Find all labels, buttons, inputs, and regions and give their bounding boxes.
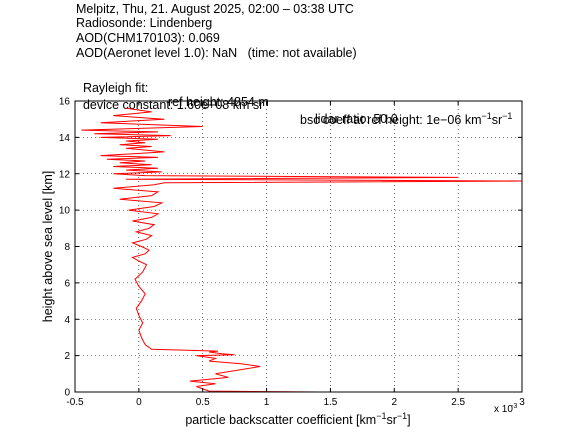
y-tick-label: 10 xyxy=(59,206,71,217)
x-tick-label: 0.5 xyxy=(196,397,210,408)
y-tick-label: 4 xyxy=(64,315,70,326)
x-tick-label: 2.5 xyxy=(451,397,465,408)
y-tick-label: 14 xyxy=(59,133,71,144)
x-tick-label: 3 xyxy=(519,397,525,408)
x-tick-label: 1 xyxy=(264,397,270,408)
y-tick-label: 0 xyxy=(64,388,70,399)
x-multiplier: x 10 xyxy=(494,404,513,415)
backscatter-profile-line xyxy=(81,107,523,393)
x-tick-label: -0.5 xyxy=(66,397,84,408)
bsc-units-sr: sr xyxy=(491,113,503,128)
x-tick-label: 2 xyxy=(392,397,398,408)
bsc-units-sup1: −1 xyxy=(481,111,492,121)
bsc-coeff: bsc coeff at ref height: 1e−06 km−1sr−1 xyxy=(300,109,512,127)
title-line-3: AOD(CHM170103): 0.069 xyxy=(76,31,220,45)
lidar-ratio: lidar ratio: 50.0 xyxy=(315,112,398,126)
y-tick-label: 6 xyxy=(64,278,70,289)
x-tick-label: 0 xyxy=(136,397,142,408)
y-tick-label: 12 xyxy=(59,169,71,180)
title-line-2: Radiosonde: Lindenberg xyxy=(76,16,213,30)
ref-height: ref height: 4854 m xyxy=(168,95,269,109)
bsc-units-sup2: −1 xyxy=(502,111,513,121)
rayleigh-label: Rayleigh fit: xyxy=(82,81,149,95)
y-tick-label: 16 xyxy=(59,97,71,108)
x-tick-label: 1.5 xyxy=(323,397,337,408)
x-multiplier-exp: -3 xyxy=(511,403,517,410)
rayleigh-fit-line: Rayleigh fit: ref height: 4854 m bsc coe… xyxy=(76,67,512,127)
x-axis-label: particle backscatter coefficient [km−1sr… xyxy=(185,411,410,427)
y-tick-label: 8 xyxy=(64,242,70,253)
y-axis-label: height above sea level [km] xyxy=(41,171,55,322)
bsc-coeff-text: bsc coeff at ref height: 1e−06 km xyxy=(300,113,482,128)
y-tick-label: 2 xyxy=(64,351,70,362)
title-line-1: Melpitz, Thu, 21. August 2025, 02:00 – 0… xyxy=(76,2,354,16)
title-line-4: AOD(Aeronet level 1.0): NaN (time: not a… xyxy=(76,46,357,60)
